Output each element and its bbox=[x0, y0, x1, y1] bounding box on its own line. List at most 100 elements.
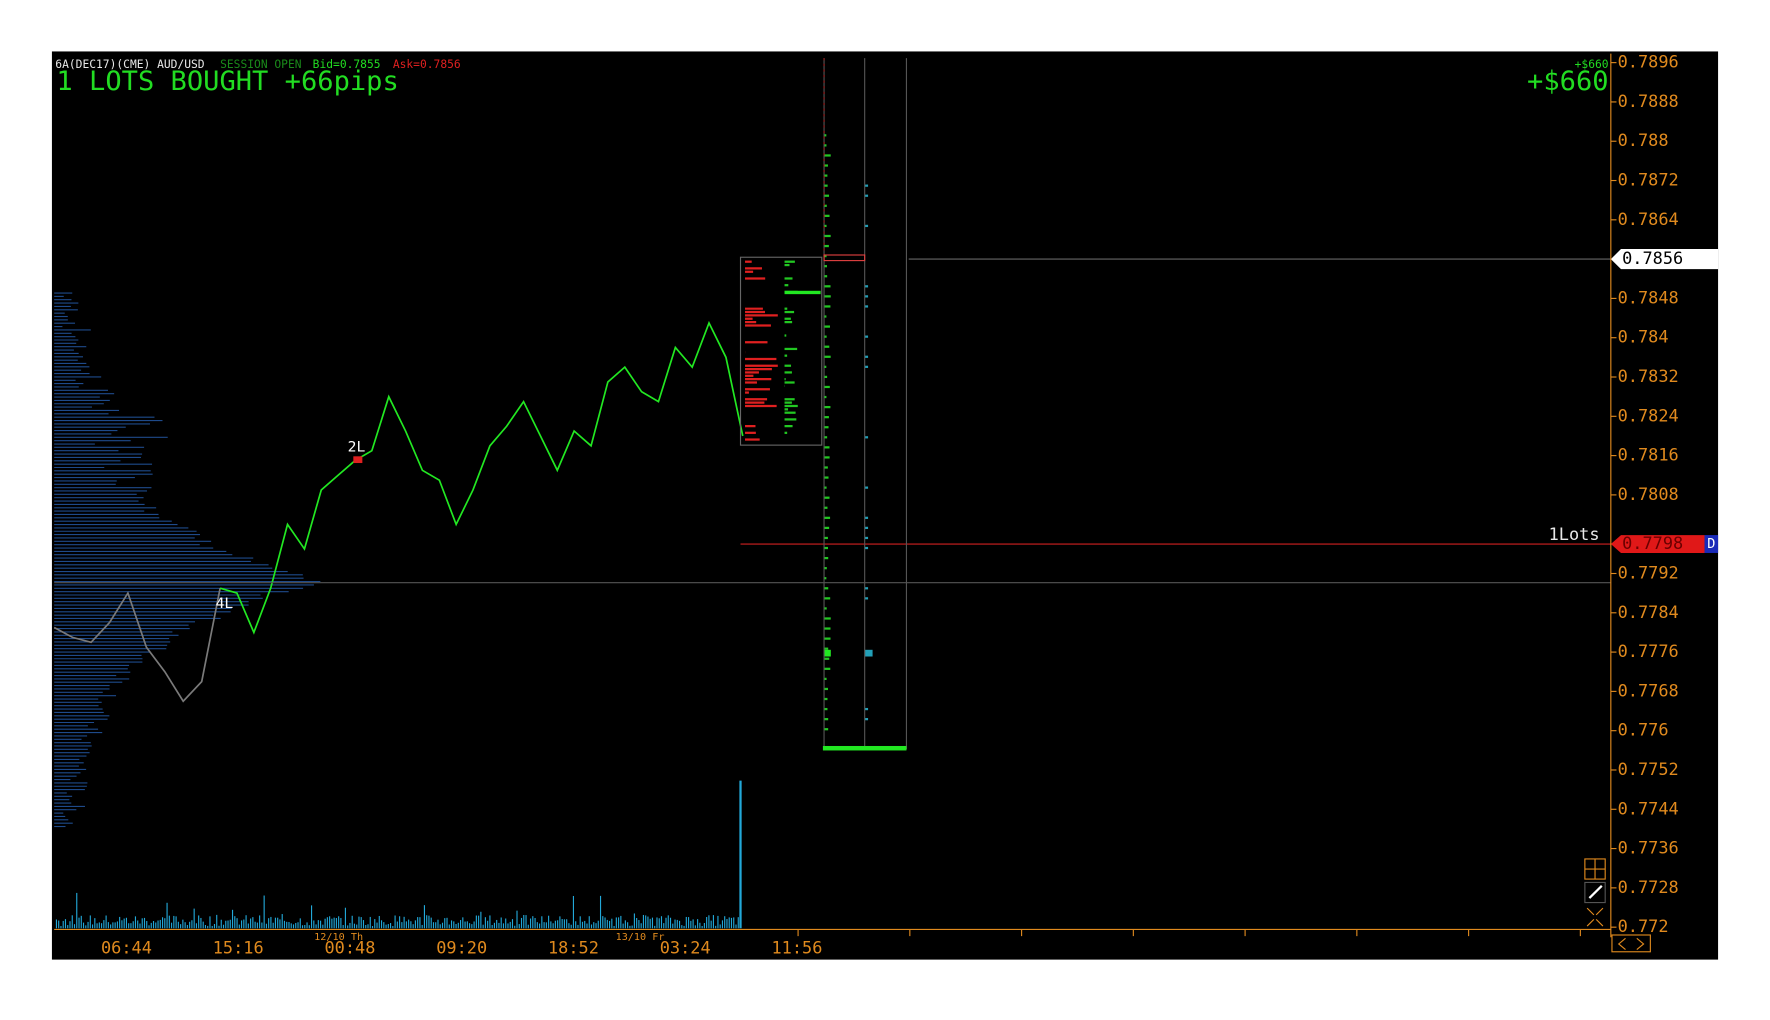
dom-bar bbox=[864, 184, 869, 187]
profile-bar bbox=[784, 290, 821, 295]
dom-bar bbox=[824, 375, 828, 379]
dom-bar bbox=[824, 134, 827, 137]
dom-bar bbox=[864, 436, 869, 439]
dom-bar bbox=[824, 224, 827, 228]
position-marker: D bbox=[1707, 536, 1715, 552]
dom-bar bbox=[824, 385, 830, 389]
x-tick-label: 00:48 bbox=[324, 937, 375, 957]
trade-marker: 2L bbox=[348, 438, 366, 455]
dom-bar bbox=[864, 536, 869, 540]
pencil-icon[interactable] bbox=[1584, 881, 1606, 904]
trade-marker-box bbox=[353, 456, 363, 464]
y-tick-label: 0.7832 bbox=[1618, 366, 1679, 386]
dom-bar bbox=[824, 486, 827, 489]
dom-bar bbox=[824, 164, 828, 167]
dom-bar bbox=[824, 214, 830, 217]
dom-box bbox=[823, 254, 866, 262]
dom-bar bbox=[824, 395, 827, 399]
y-tick-label: 0.784 bbox=[1618, 327, 1669, 347]
y-tick-label: 0.7776 bbox=[1618, 641, 1679, 661]
dom-bar bbox=[824, 637, 831, 640]
y-tick-label: 0.7744 bbox=[1618, 798, 1679, 818]
price-line bbox=[53, 588, 221, 703]
dom-bar bbox=[824, 677, 827, 680]
dom-bar bbox=[864, 587, 869, 590]
dom-bar bbox=[824, 536, 828, 540]
dom-bar bbox=[824, 174, 828, 177]
x-tick-label: 03:24 bbox=[660, 937, 711, 957]
dom-bar bbox=[824, 365, 827, 368]
dom-bar bbox=[824, 597, 831, 600]
dom-bar bbox=[822, 745, 907, 751]
dom-bar bbox=[864, 546, 869, 550]
ask: Ask=0.7856 bbox=[393, 58, 461, 71]
expand-icon[interactable] bbox=[1586, 907, 1604, 927]
dom-bar bbox=[824, 426, 829, 429]
y-tick-label: 0.7872 bbox=[1618, 170, 1679, 190]
dom-bar bbox=[824, 516, 831, 519]
position-marker-box bbox=[1704, 535, 1719, 553]
dom-bar bbox=[824, 657, 830, 660]
y-tick-label: 0.7752 bbox=[1618, 759, 1679, 779]
y-tick-label: 0.7864 bbox=[1618, 209, 1679, 229]
dom-bar bbox=[864, 224, 869, 228]
status: 1 LOTS BOUGHT +66pips bbox=[56, 66, 398, 97]
x-tick-label: 18:52 bbox=[548, 937, 599, 957]
y-tick-label: 0.7848 bbox=[1618, 287, 1679, 307]
dom-bar bbox=[824, 627, 831, 630]
y-tick-label: 0.7784 bbox=[1618, 602, 1679, 622]
dom-bar bbox=[824, 154, 831, 157]
scroll-buttons[interactable] bbox=[1611, 934, 1651, 953]
y-tick-label: 0.776 bbox=[1618, 720, 1669, 740]
x-tick-label: 15:16 bbox=[213, 937, 264, 957]
y-tick-label: 0.7768 bbox=[1618, 680, 1679, 700]
dom-bar bbox=[824, 718, 829, 721]
dom-bar bbox=[824, 305, 831, 308]
y-tick-label: 0.788 bbox=[1618, 130, 1669, 150]
position-size: 1Lots bbox=[1549, 524, 1600, 544]
chart-window bbox=[51, 51, 1719, 960]
dom-bar bbox=[824, 607, 827, 610]
session: SESSION OPEN bbox=[220, 58, 301, 71]
dom-bar bbox=[864, 597, 869, 600]
scroll-buttons bbox=[1617, 937, 1645, 950]
dom-bar bbox=[824, 506, 828, 509]
dom-bar bbox=[824, 697, 828, 701]
position-price-label: 0.7798 bbox=[1622, 533, 1683, 553]
dom-bar bbox=[824, 335, 827, 338]
dom-bar bbox=[824, 466, 828, 469]
y-tick-label: 0.7736 bbox=[1618, 838, 1679, 858]
dom-bar bbox=[824, 234, 831, 238]
y-tick-label: 0.7816 bbox=[1618, 445, 1679, 465]
position-box bbox=[1610, 535, 1705, 553]
y-tick-label: 0.7888 bbox=[1618, 91, 1679, 111]
dom-bar bbox=[864, 526, 869, 530]
last-price-box bbox=[1610, 249, 1719, 270]
dom-bar bbox=[864, 365, 869, 368]
y-tick-label: 0.7824 bbox=[1618, 405, 1679, 425]
profile-box bbox=[739, 256, 823, 446]
date-label: 12/10 Th bbox=[314, 932, 363, 943]
dom-bar bbox=[824, 416, 829, 419]
dom-bar bbox=[824, 144, 827, 147]
decor bbox=[54, 53, 1651, 953]
y-tick-label: 0.7808 bbox=[1618, 484, 1679, 504]
dom-bar bbox=[824, 345, 830, 348]
dom-bar bbox=[864, 335, 869, 338]
date-label: 13/10 Fr bbox=[616, 932, 665, 943]
dom-bar bbox=[824, 265, 827, 268]
dom-bar bbox=[824, 325, 830, 328]
x-tick-label: 11:56 bbox=[771, 937, 822, 957]
dom-bar bbox=[824, 476, 829, 479]
dom-bar bbox=[864, 194, 869, 197]
x-tick-label: 09:20 bbox=[436, 937, 487, 957]
dom-bar bbox=[824, 436, 828, 439]
dom-bar bbox=[824, 255, 827, 258]
dom-bar bbox=[824, 556, 829, 560]
dom-bar bbox=[824, 285, 831, 288]
dom-bar bbox=[824, 204, 827, 207]
dom-bar bbox=[864, 285, 869, 288]
dom-bar bbox=[824, 275, 828, 278]
bid: Bid=0.7855 bbox=[313, 58, 381, 71]
dom-bar bbox=[824, 194, 830, 197]
